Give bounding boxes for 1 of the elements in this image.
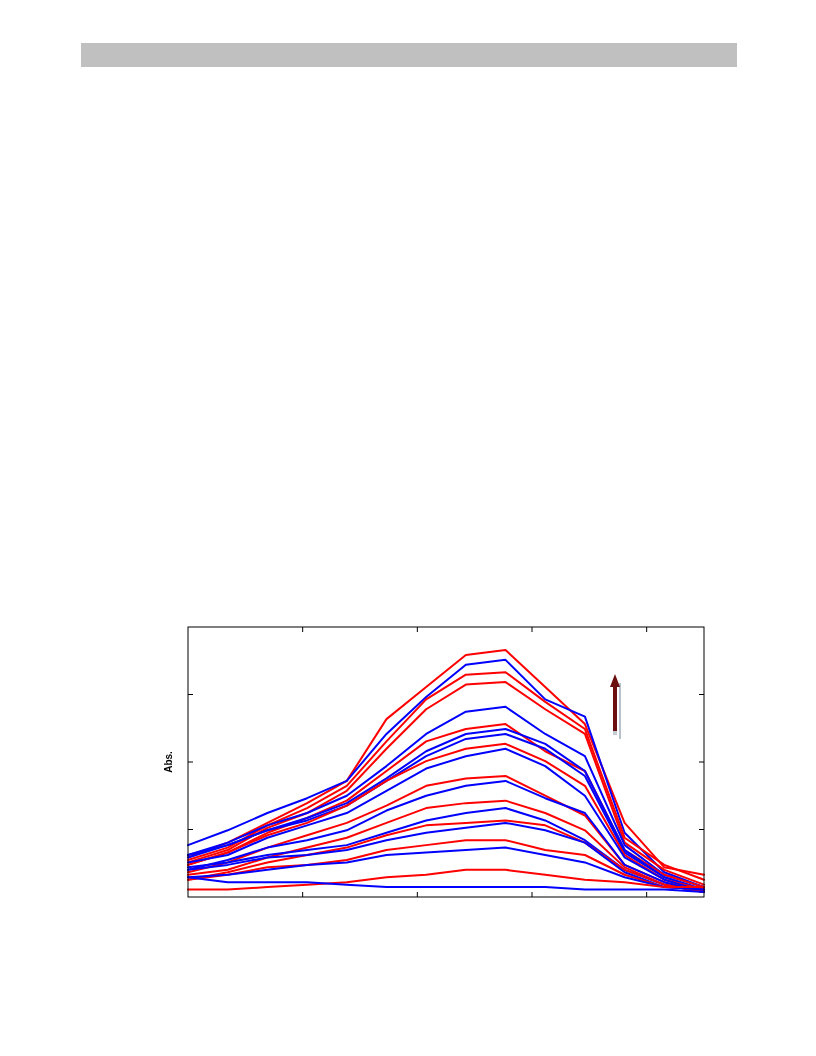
y-axis-title: Abs.	[163, 750, 174, 773]
